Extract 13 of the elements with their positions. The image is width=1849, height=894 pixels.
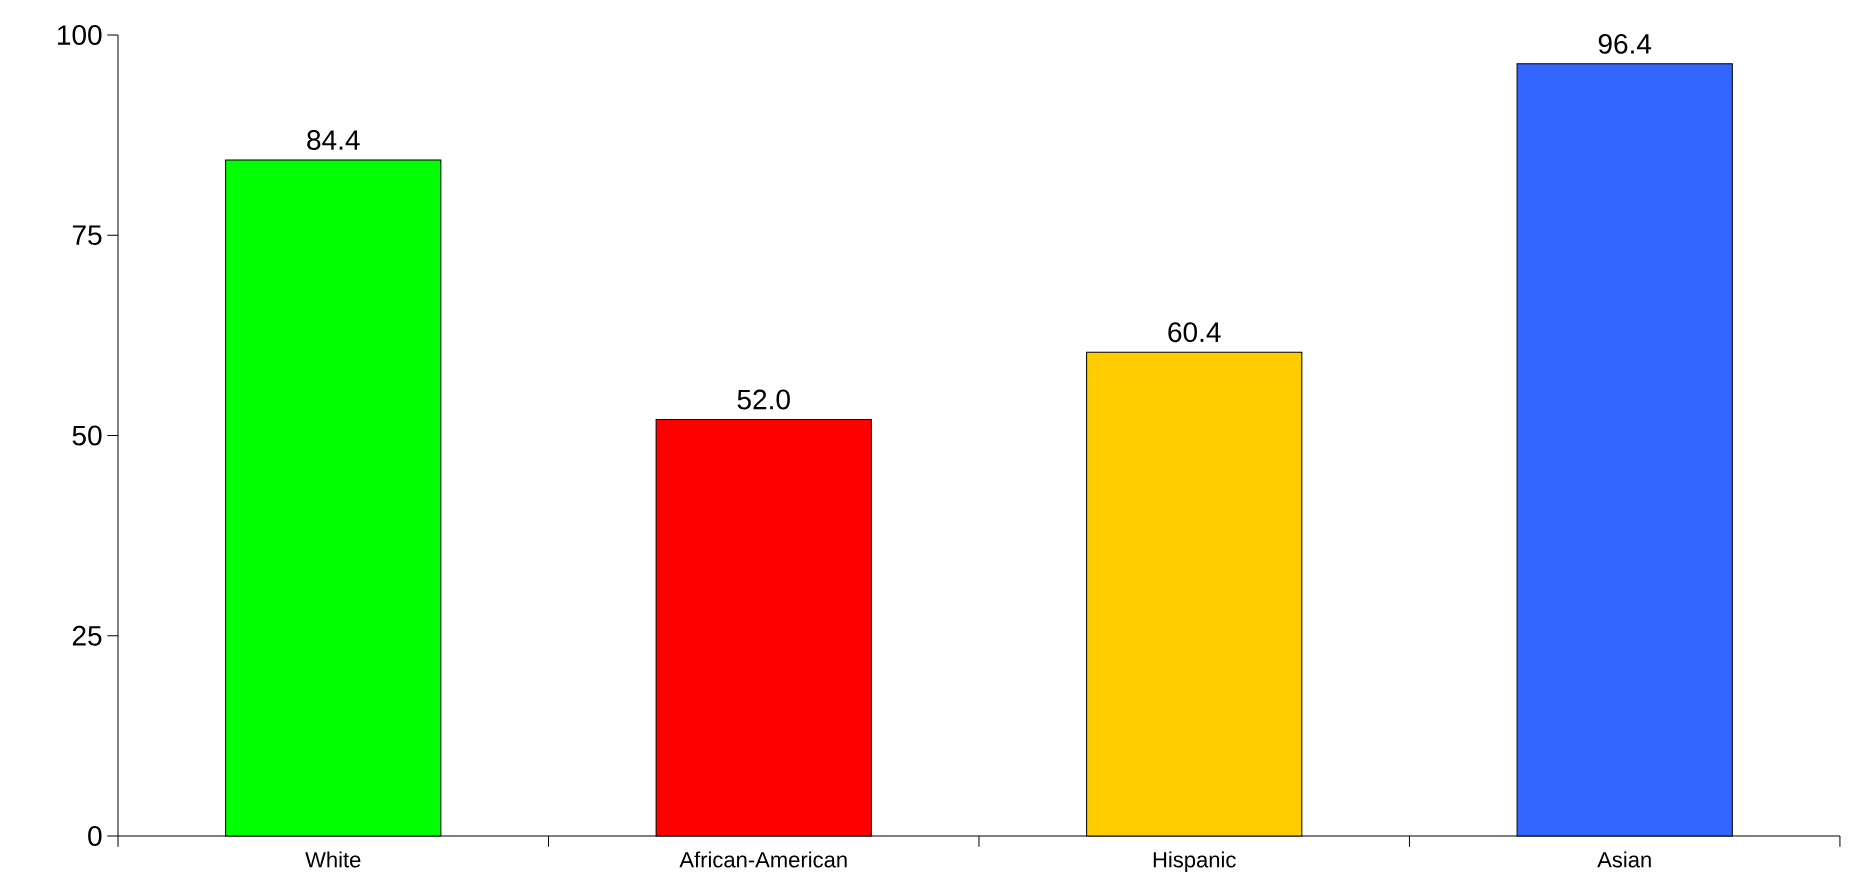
y-tick-label: 25 xyxy=(72,625,102,646)
x-tick-label: Asian xyxy=(1597,851,1651,868)
data-label: 52.0 xyxy=(737,389,790,410)
data-label: 60.4 xyxy=(1168,322,1221,343)
data-label: 84.4 xyxy=(307,130,360,150)
y-tick-label: 50 xyxy=(72,425,102,446)
y-tick-label: 100 xyxy=(58,25,102,45)
data-label: 96.4 xyxy=(1598,33,1652,54)
x-tick-label: Hispanic xyxy=(1153,851,1236,872)
x-tick-label: African-American xyxy=(679,851,847,868)
y-tick-label: 75 xyxy=(72,225,102,246)
y-tick-label: 0 xyxy=(88,826,102,846)
x-tick-label: White xyxy=(305,851,361,868)
